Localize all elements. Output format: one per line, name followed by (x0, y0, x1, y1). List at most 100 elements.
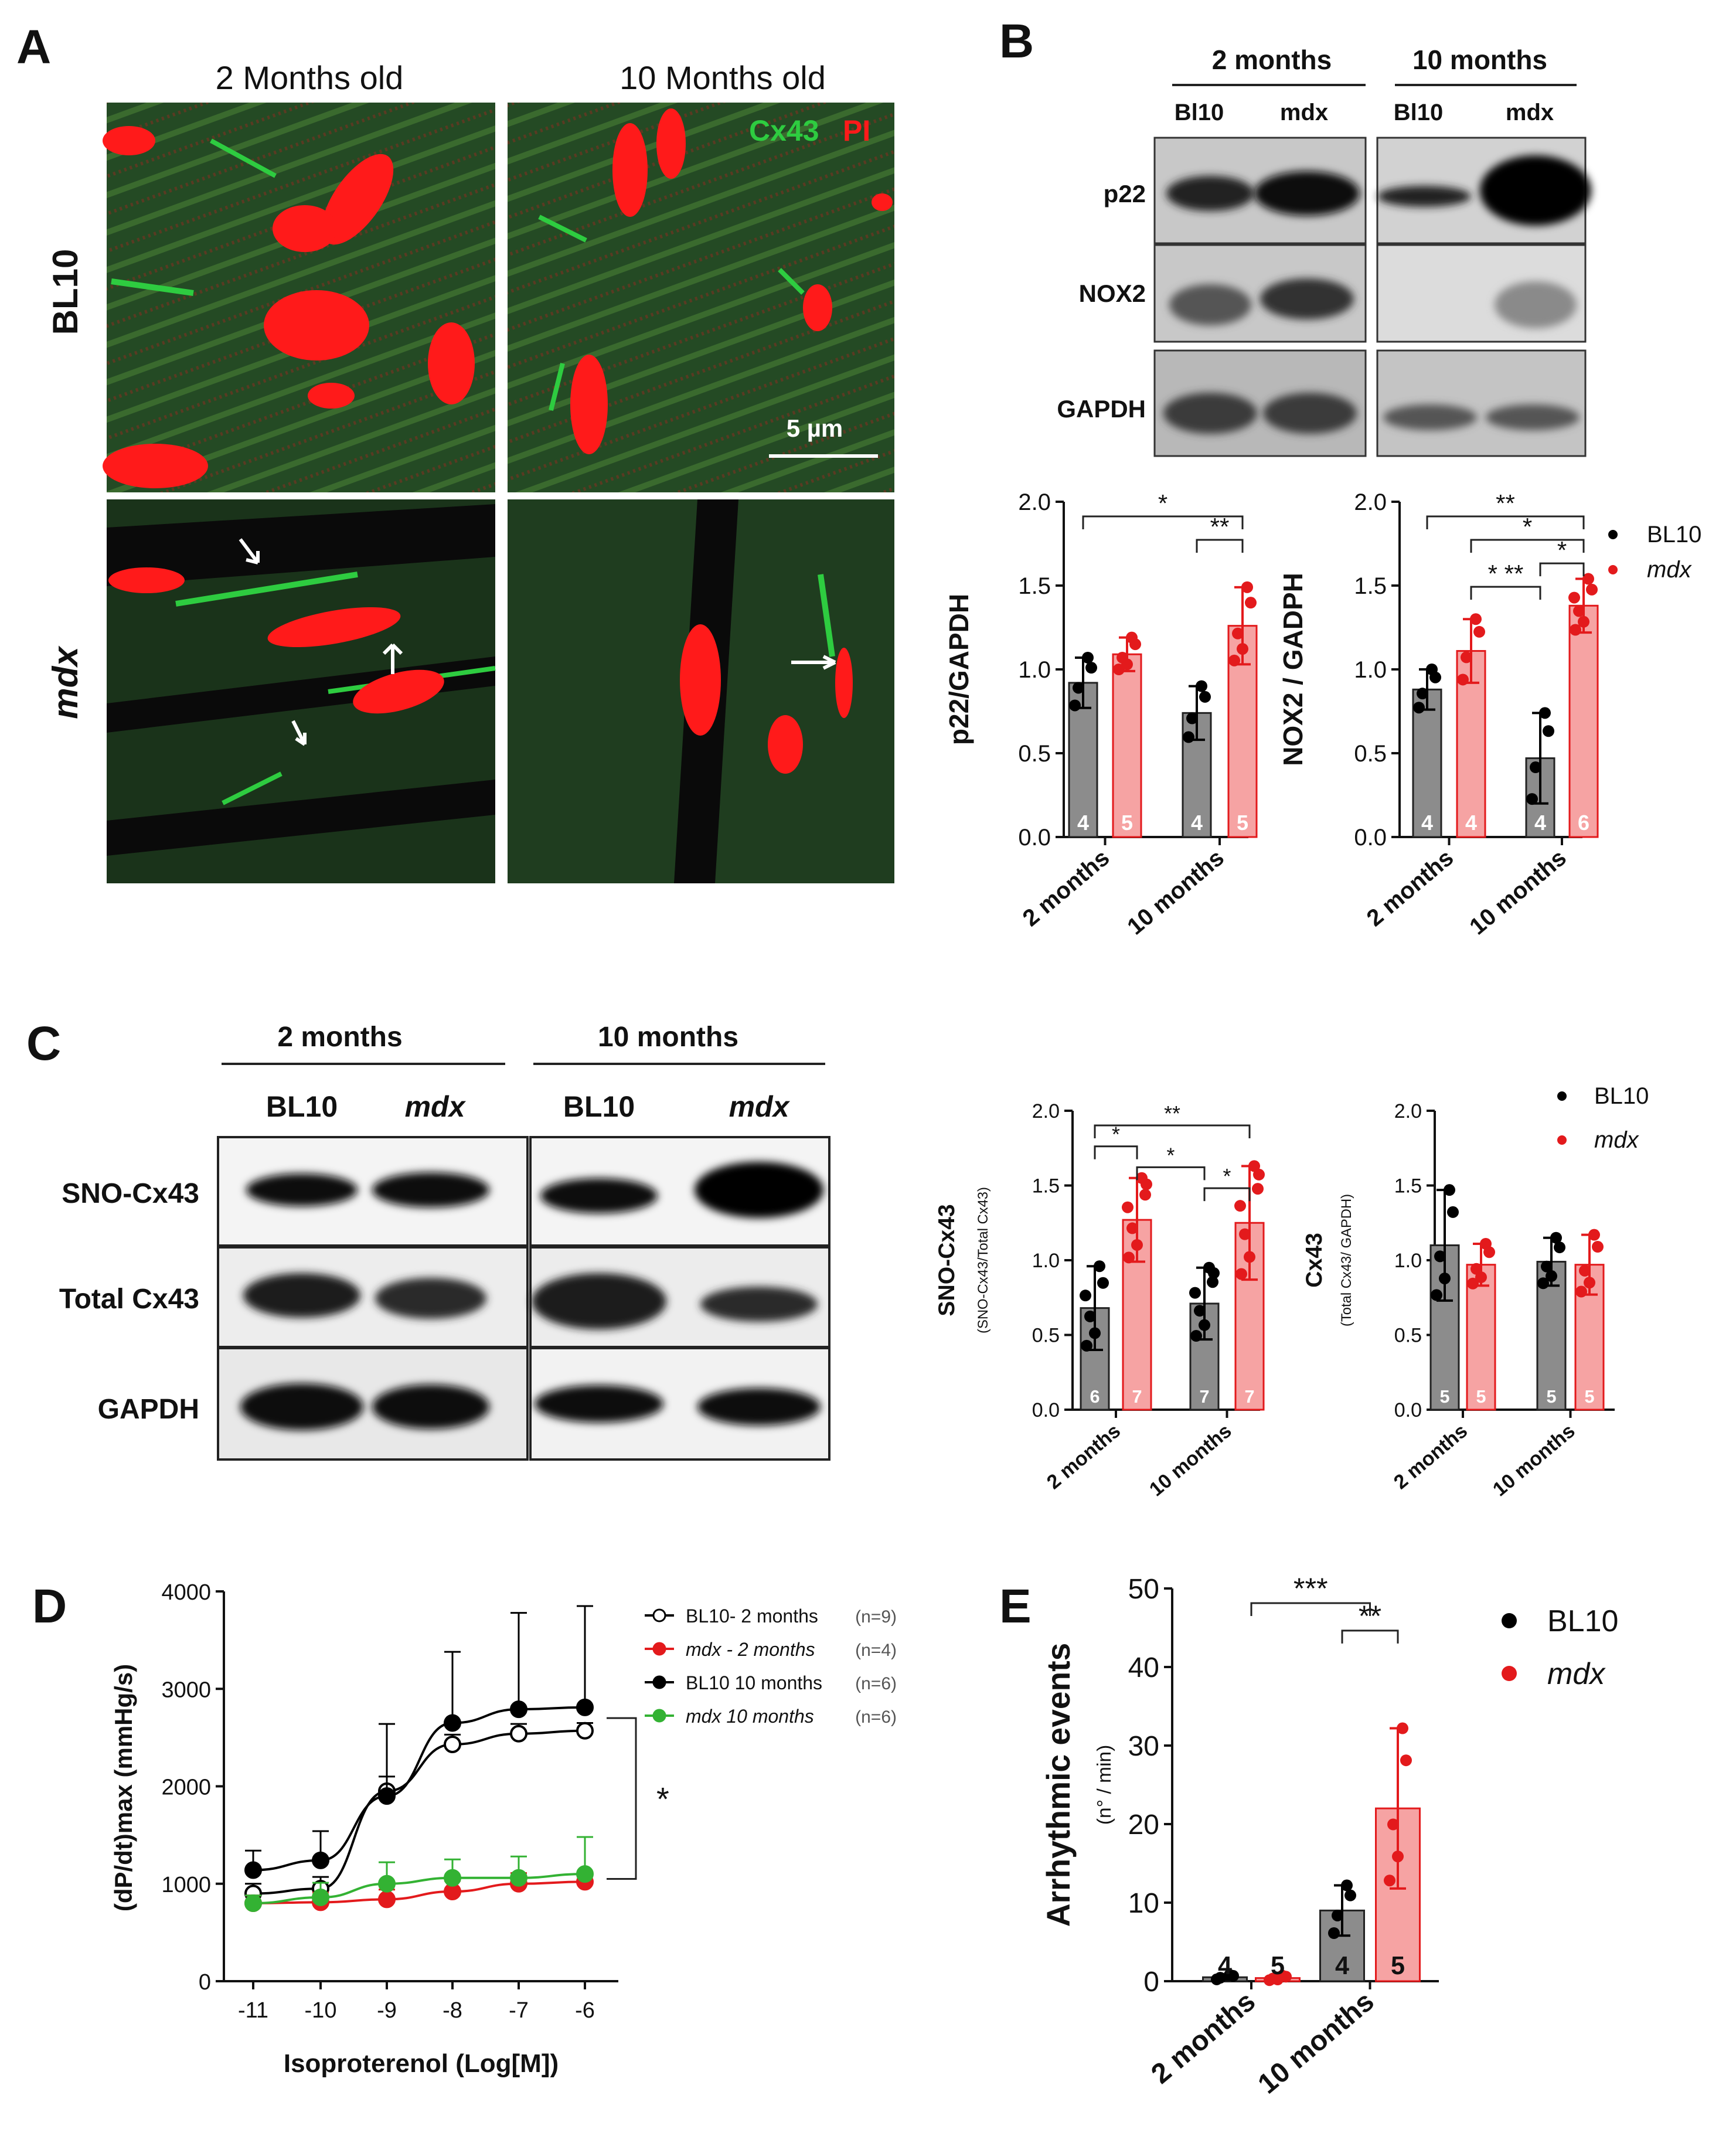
C_sno-y-tick-label: 1.5 (1032, 1175, 1060, 1197)
C_sno-dot-point (1235, 1268, 1247, 1280)
D_dose-legend-name: BL10- 2 months (686, 1605, 818, 1627)
C_sno-dot-point (1081, 1339, 1092, 1352)
E_arrhythmia-y-tick-label: 30 (1128, 1731, 1159, 1762)
panel-letter-c: C (26, 1017, 61, 1070)
E_arrhythmia-bar-BL10-10 months (1319, 1909, 1365, 1982)
B_p22-dot-point (1199, 690, 1211, 703)
panel-letter-e: E (999, 1580, 1032, 1633)
D_dose-line-2 (253, 1706, 586, 1872)
E_arrhythmia-n-label: 4 (1335, 1952, 1349, 1980)
D_dose-x-tick-label: -9 (377, 1998, 397, 2023)
C_cx43-dot-point (1480, 1237, 1492, 1250)
B_nox2-sig-label: ** (1496, 489, 1515, 517)
D_dose-point (444, 1869, 461, 1887)
E_arrhythmia-dot-point (1328, 1927, 1340, 1939)
E_arrhythmia-dot-point (1332, 1909, 1343, 1921)
B_nox2-sig-bracket (1539, 562, 1585, 577)
B_p22-y-tick-label: 0.5 (1018, 741, 1051, 767)
C_cx43-dot-point (1431, 1289, 1442, 1301)
D_dose-y-tick-label: 3000 (161, 1678, 211, 1702)
B_p22-dot-point (1126, 631, 1138, 644)
B_nox2-sig-bracket (1470, 539, 1585, 553)
C_sno-sig-label: ** (1164, 1102, 1180, 1125)
C_cx43-y-sublabel: (Total Cx43/ GAPDH) (1339, 1194, 1354, 1326)
c-lane-label-1: BL10 (266, 1090, 338, 1123)
D_dose-y-tick-label: 4000 (161, 1580, 211, 1605)
B_nox2-dot-point (1578, 615, 1589, 628)
B_p22-sig-bracket (1196, 539, 1244, 553)
D_dose-x-tick-label: -8 (442, 1998, 462, 2023)
E_arrhythmia-n-label: 5 (1271, 1952, 1285, 1980)
C_sno-y-label: SNO-Cx43 (934, 1204, 959, 1316)
C_cx43-dot-point (1592, 1241, 1604, 1253)
C_sno-dot-point (1199, 1319, 1210, 1331)
C_sno-dot-point (1122, 1201, 1133, 1213)
B_nox2-dot-point (1426, 664, 1438, 675)
C_sno-dot-point (1139, 1189, 1151, 1201)
E_arrhythmia-dot-point (1400, 1754, 1412, 1767)
col-label-10-months-old: 10 Months old (619, 59, 826, 96)
B_p22-n-label: 4 (1077, 811, 1089, 835)
c-lane-label-4: mdx (729, 1090, 791, 1123)
B_p22-sig-label: ** (1210, 513, 1230, 540)
stain-label-pi: PI (843, 114, 870, 147)
legend-e: BL10 mdx (1502, 1604, 1618, 1691)
legend-c: BL10 mdx (1557, 1083, 1649, 1153)
E_arrhythmia-y-tick-label: 20 (1128, 1809, 1159, 1841)
c-group-header-10m: 10 months (598, 1022, 738, 1053)
B_nox2-dot-point (1526, 793, 1538, 805)
D_dose-legend-n: (n=9) (855, 1607, 897, 1627)
micrograph-mdx-2m (107, 499, 496, 883)
D_dose-point (444, 1714, 461, 1732)
D_dose-point (444, 1736, 461, 1754)
B_nox2-dot-point (1570, 624, 1581, 636)
C_sno-n-label: 7 (1132, 1387, 1142, 1407)
D_dose-point (244, 1861, 262, 1879)
E_arrhythmia-y-sublabel: (n° / min) (1094, 1745, 1115, 1825)
B_p22-dot-point (1082, 651, 1094, 664)
B_p22-y-label: p22/GAPDH (944, 594, 974, 745)
scale-bar-label: 5 µm (787, 414, 843, 442)
B_p22-dot-point (1186, 712, 1198, 724)
B_p22-dot-point (1073, 682, 1084, 694)
C_sno-dot-point (1141, 1178, 1152, 1190)
legend-e-bl10: BL10 (1547, 1604, 1618, 1638)
D_dose-y-tick-label: 0 (199, 1970, 211, 1995)
B_nox2-sig-bracket (1470, 586, 1541, 600)
c-blot-label-sno: SNO-Cx43 (62, 1178, 199, 1209)
B_nox2-dot-point (1586, 583, 1598, 596)
C_sno-dot-point (1253, 1168, 1265, 1181)
D_dose-y-label: (dP/dt)max (mmHg/s) (110, 1664, 137, 1911)
D_dose-point (312, 1889, 329, 1907)
row-label-bl10: BL10 (46, 249, 85, 335)
C_sno-dot-point (1094, 1260, 1105, 1273)
legend-c-mdx: mdx (1594, 1127, 1640, 1153)
C_sno-y-tick-label: 1.0 (1032, 1250, 1060, 1272)
B_nox2-bar-mdx-10 months (1568, 604, 1599, 838)
C_cx43-y-tick-label: 2.0 (1394, 1100, 1422, 1122)
C_cx43-dot-point (1575, 1285, 1587, 1298)
C_sno-dot-point (1239, 1228, 1251, 1240)
D_dose-sig-bracket (607, 1717, 637, 1880)
B_p22-n-label: 5 (1121, 811, 1133, 835)
B_nox2-dot-point (1530, 761, 1541, 774)
B_nox2-y-tick-label: 1.5 (1354, 573, 1387, 599)
b-lane-label-4: mdx (1506, 100, 1554, 125)
B_nox2-dot-point (1582, 573, 1594, 585)
c-blot-total (217, 1246, 830, 1348)
C_sno-y-tick-label: 2.0 (1032, 1100, 1060, 1122)
D_dose-sig-label: * (656, 1780, 669, 1817)
E_arrhythmia-x-tick-label: 2 months (1146, 1986, 1262, 2090)
C_sno-dot-point (1208, 1267, 1220, 1279)
D_dose-legend-name: BL10 10 months (686, 1672, 822, 1693)
E_arrhythmia-dot-point (1387, 1818, 1399, 1831)
b-group-header-2m: 2 months (1212, 45, 1332, 75)
D_dose-legend-marker (652, 1675, 666, 1689)
D_dose-line-1 (253, 1880, 586, 1904)
E_arrhythmia-dot-point (1344, 1889, 1356, 1901)
b-blot-label-gapdh: GAPDH (1057, 395, 1146, 423)
B_nox2-dot-point (1417, 688, 1428, 700)
E_arrhythmia-y-tick-label: 0 (1143, 1967, 1159, 1998)
b-lane-label-1: Bl10 (1175, 100, 1224, 125)
D_dose-y-tick-label: 1000 (161, 1873, 211, 1897)
